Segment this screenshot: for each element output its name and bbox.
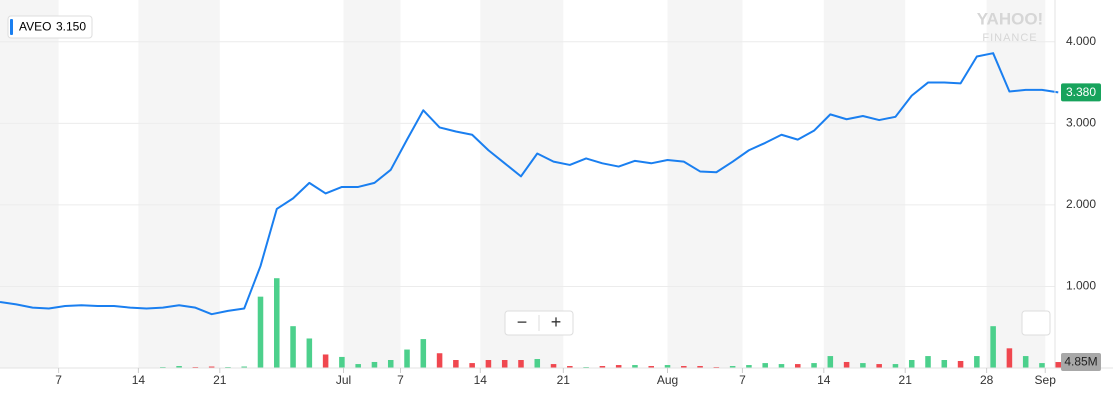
volume-bar [306,338,313,368]
volume-bar [567,366,573,368]
volume-bar [339,356,345,368]
x-tick-label: 21 [213,373,227,387]
volume-bar [550,364,557,368]
volume-bar [697,366,703,368]
y-tick-label: 3.000 [1066,116,1096,130]
volume-bar [615,365,622,368]
volume-bar [518,360,524,368]
volume-bar [941,360,948,368]
volume-bar [290,326,296,368]
y-tick-label: 1.000 [1066,279,1096,293]
volume-bar [648,366,655,368]
volume-bar [892,364,899,368]
x-tick-label: Sep [1035,373,1057,387]
watermark-brand: YAHOO! [977,9,1043,28]
volume-bar [778,364,785,368]
week-band [480,0,564,368]
volume-bar [811,363,817,368]
volume-bar [843,361,850,368]
current-volume-label: 4.85M [1064,355,1097,369]
y-tick-label: 4.000 [1066,34,1096,48]
volume-bar [534,359,541,368]
volume-bar [599,366,606,368]
watermark-product: FINANCE [982,32,1037,44]
volume-bar [908,360,915,368]
current-price-label: 3.380 [1066,85,1096,99]
current-volume-box [1061,353,1101,372]
zoom-controls: − + [517,312,562,332]
volume-bar [664,365,671,368]
x-tick-label: 14 [817,373,831,387]
volume-bar [827,356,834,368]
zoom-in[interactable]: + [551,312,562,332]
volume-bar [274,278,280,368]
volume-bar [485,360,492,368]
volume-bar [1055,362,1062,368]
week-band [0,0,59,368]
volume-bar [387,360,394,368]
x-tick-label: 14 [132,373,146,387]
legend-price: 3.150 [56,20,86,34]
volume-bar [860,363,866,368]
volume-bar [925,356,931,368]
volume-bar [632,365,638,368]
current-price-box [1061,83,1101,102]
volume-bar [355,364,361,368]
x-tick-label: 21 [557,373,571,387]
week-band [667,0,743,368]
week-band [138,0,220,368]
legend-swatch [10,19,13,35]
volume-bar [729,366,736,368]
volume-bar [176,366,182,368]
zoom-out[interactable]: − [517,312,528,332]
volume-bar [208,366,215,368]
volume-bar [501,360,508,368]
x-tick-label: Aug [657,373,678,387]
volume-bar [241,366,247,368]
legend: AVEO 3.150 [7,15,93,39]
volume-bar [990,326,996,368]
volume-bar [1022,356,1029,368]
volume-bar [257,296,264,368]
volume-bar [876,364,882,368]
x-tick-label: 7 [739,373,746,387]
price-line [0,52,1059,316]
volume-bar [1006,348,1013,368]
volume-bar [322,354,329,368]
volume-bar [974,356,980,368]
volume-bar [469,363,475,368]
y-tick-label: 2.000 [1066,197,1096,211]
volume-bar [794,364,801,368]
volume-bar [453,360,459,368]
legend-box [7,15,93,39]
x-tick-label: Jul [336,373,351,387]
volume-bar [420,339,427,368]
scroll-box [1021,310,1051,336]
legend-name: AVEO [19,20,51,34]
volume-bar [762,363,768,368]
x-tick-label: 14 [474,373,488,387]
volume-bar [436,353,443,368]
volume-bar [1039,363,1045,368]
volume-bar [371,361,378,368]
volume-bar [957,360,964,368]
volume-bar [681,366,687,368]
week-band [823,0,906,368]
x-tick-label: 28 [980,373,994,387]
x-tick-label: 7 [55,373,62,387]
volume-bar [404,349,410,368]
volume-bar [746,365,752,368]
x-tick-label: 21 [899,373,913,387]
x-tick-label: 7 [397,373,404,387]
